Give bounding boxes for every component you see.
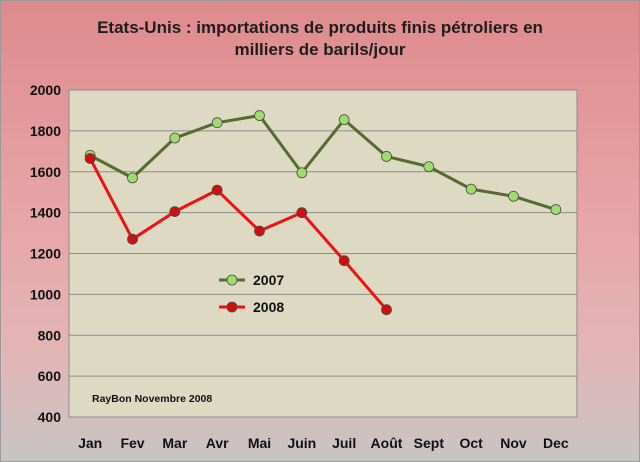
point-2007-Oct [465, 183, 477, 195]
y-tick-1200: 1200 [30, 246, 61, 262]
chart-title-line-2: milliers de barils/jour [234, 40, 405, 59]
x-tick-0: Jan [78, 435, 102, 451]
series-lines [88, 114, 557, 311]
x-tick-10: Nov [500, 435, 527, 451]
x-tick-8: Sept [414, 435, 445, 451]
point-2008-Août [381, 304, 392, 316]
y-tick-400: 400 [38, 409, 62, 425]
point-2008-Juil [338, 255, 350, 267]
y-tick-1800: 1800 [30, 123, 61, 139]
x-tick-11: Dec [543, 435, 569, 451]
point-2008-Mai [254, 225, 265, 237]
y-tick-1600: 1600 [30, 164, 61, 180]
point-2008-Mar [169, 206, 181, 218]
chart-title-line-1: Etats-Unis : importations de produits fi… [97, 18, 543, 37]
x-tick-2: Mar [162, 435, 187, 451]
x-tick-3: Avr [206, 435, 229, 451]
legend-marker-2008 [226, 301, 238, 313]
point-2007-Fev [127, 172, 138, 184]
point-2007-Mai [254, 110, 265, 121]
point-2008-Fev [127, 233, 138, 245]
point-2007-Avr [211, 117, 223, 129]
x-tick-4: Mai [248, 435, 271, 451]
x-tick-6: Juil [332, 435, 356, 451]
x-tick-7: Août [371, 435, 403, 451]
point-2008-Jan [84, 153, 96, 164]
x-tick-9: Oct [459, 435, 483, 451]
x-tick-1: Fev [120, 435, 144, 451]
legend-label-2008: 2008 [253, 299, 284, 315]
point-2007-Juin [296, 167, 308, 179]
y-axis-ticks: 400 600 800 1000 1200 1400 1600 1800 2000 [30, 82, 61, 425]
x-axis-ticks: Jan Fev Mar Avr Mai Juin Juil Août Sept Oct Nov Dec [78, 435, 569, 451]
series-line-2007 [89, 114, 557, 211]
legend-marker-2007 [226, 274, 238, 286]
y-tick-800: 800 [38, 327, 62, 343]
point-2007-Sept [423, 161, 435, 173]
series-markers [84, 110, 562, 316]
point-2007-Août [381, 151, 392, 162]
point-2007-Nov [508, 190, 519, 202]
y-tick-1000: 1000 [30, 286, 61, 302]
source-annotation: RayBon Novembre 2008 [92, 393, 212, 405]
point-2008-Avr [211, 184, 223, 196]
gridlines [69, 130, 577, 377]
y-tick-2000: 2000 [30, 82, 61, 98]
y-tick-600: 600 [38, 368, 62, 384]
point-2008-Juin [296, 207, 308, 219]
x-tick-5: Juin [287, 435, 316, 451]
point-2007-Dec [550, 204, 562, 215]
legend-label-2007: 2007 [253, 272, 284, 288]
series-line-2008 [88, 157, 388, 311]
point-2007-Mar [169, 132, 181, 144]
y-tick-1400: 1400 [30, 205, 61, 221]
point-2007-Juil [338, 114, 350, 126]
legend: 2007 2008 [219, 272, 284, 315]
